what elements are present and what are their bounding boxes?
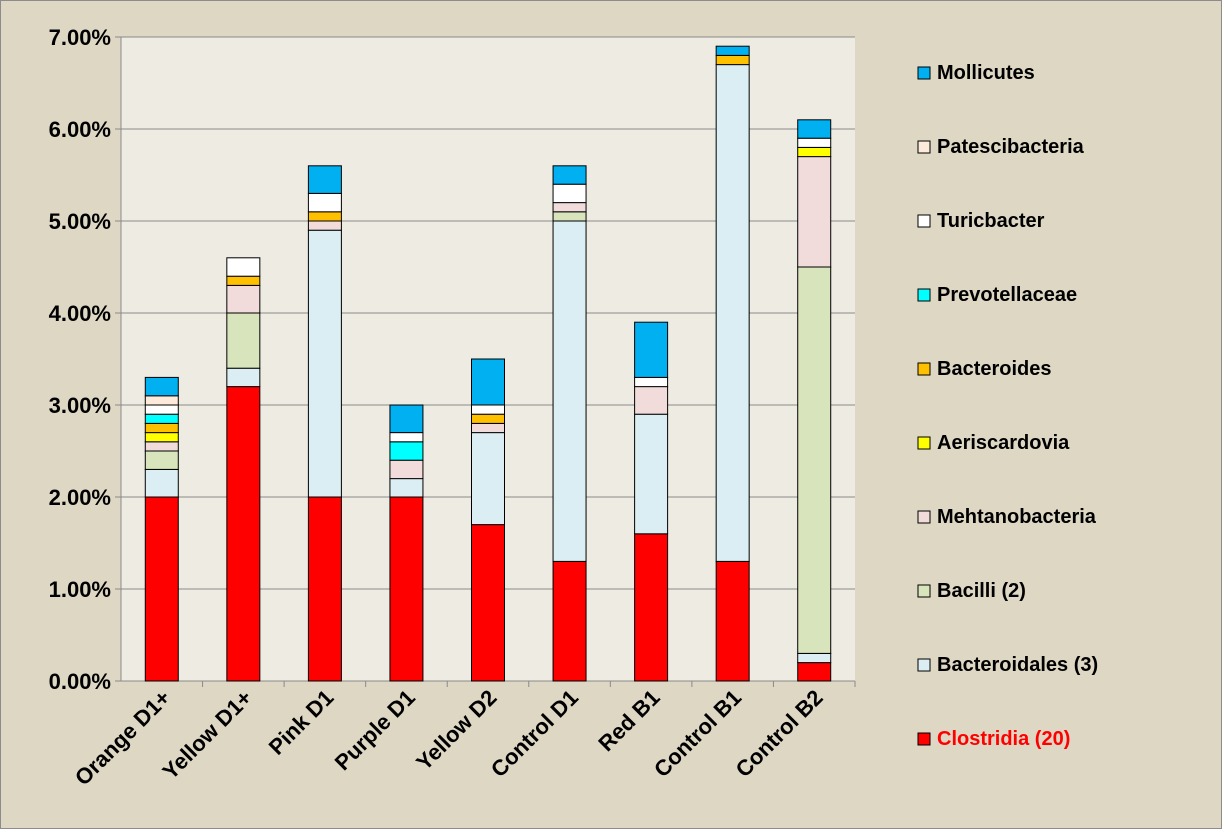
legend-label: Patescibacteria [937, 136, 1085, 158]
x-tick-label: Control B2 [731, 685, 828, 782]
legend-swatch [917, 510, 931, 524]
bar-segment [471, 422, 505, 434]
legend-swatch [917, 584, 931, 598]
bar-segment [144, 395, 179, 406]
bar-segment [307, 192, 342, 213]
legend-swatch [917, 658, 931, 672]
bar-segment [144, 422, 179, 434]
bar-segment [552, 220, 587, 562]
legend-swatch [917, 66, 931, 80]
y-tick-label: 5.00% [49, 209, 111, 234]
bar-segment [797, 266, 832, 654]
legend-swatch [917, 362, 931, 376]
bar-segment [226, 312, 261, 369]
bar-segment [144, 404, 179, 415]
bar-segment [552, 202, 587, 213]
legend-label: Mollicutes [937, 62, 1035, 84]
bar-segment [389, 496, 424, 682]
bar-segment [797, 146, 832, 158]
legend-swatch [917, 214, 931, 228]
legend-swatch [917, 288, 931, 302]
bar-segment [389, 478, 424, 498]
bar-segment [715, 64, 750, 562]
y-tick-label: 4.00% [49, 301, 111, 326]
bar-segment [226, 367, 261, 388]
bar-segment [226, 257, 261, 277]
bar-segment [552, 211, 587, 222]
bar-segment [226, 284, 261, 314]
bar-segment [634, 413, 669, 535]
bar-segment [144, 432, 179, 443]
y-tick-label: 7.00% [49, 25, 111, 50]
bar-segment [797, 662, 832, 682]
x-tick-label: Red B1 [593, 685, 664, 756]
bar-segment [797, 652, 832, 664]
legend-swatch [917, 436, 931, 450]
legend-label: Bacilli (2) [937, 580, 1026, 602]
x-tick-label: Pink D1 [264, 685, 339, 760]
legend-swatch [917, 140, 931, 154]
bar-segment [144, 496, 179, 682]
bar-segment [307, 496, 342, 682]
bar-segment [715, 45, 750, 56]
x-tick-label: Purple D1 [330, 685, 420, 775]
bar-segment [307, 220, 342, 231]
legend-label: Turicbacter [937, 210, 1045, 232]
bar-segment [634, 376, 669, 388]
bar-segment [307, 229, 342, 498]
bar-segment [797, 119, 832, 139]
bar-segment [552, 560, 587, 682]
bar-segment [144, 413, 179, 424]
bar-segment [634, 386, 669, 415]
bar-segment [226, 275, 261, 286]
bar-segment [552, 165, 587, 185]
bar-segment [144, 376, 179, 397]
x-tick-label: Control D1 [486, 685, 583, 782]
x-tick-label: Control B1 [649, 685, 746, 782]
legend-swatch [917, 732, 931, 746]
bar-segment [715, 560, 750, 682]
bar-segment [552, 183, 587, 204]
legend-label: Bacteroidales (3) [937, 654, 1098, 676]
legend-label: Bacteroides [937, 358, 1052, 380]
bar-segment [307, 211, 342, 222]
bar-segment [389, 441, 424, 461]
y-tick-label: 2.00% [49, 485, 111, 510]
bar-segment [389, 432, 424, 443]
bar-segment [144, 441, 179, 452]
bar-segment [226, 386, 261, 682]
bar-segment [389, 404, 424, 434]
legend-label: Prevotellaceae [937, 284, 1077, 306]
legend-label: Clostridia (20) [937, 728, 1070, 750]
y-tick-label: 1.00% [49, 577, 111, 602]
y-tick-label: 0.00% [49, 669, 111, 694]
y-tick-label: 6.00% [49, 117, 111, 142]
bar-segment [471, 432, 505, 526]
bar-segment [471, 413, 505, 424]
bar-segment [797, 137, 832, 148]
bar-segment [389, 459, 424, 480]
bar-segment [144, 468, 179, 498]
bar-segment [307, 165, 342, 194]
y-tick-label: 3.00% [49, 393, 111, 418]
bar-segment [634, 321, 669, 378]
legend-label: Mehtanobacteria [937, 506, 1097, 528]
bar-segment [797, 156, 832, 268]
legend-label: Aeriscardovia [937, 432, 1070, 454]
bar-segment [471, 358, 505, 406]
x-tick-label: Orange D1+ [70, 685, 175, 790]
bar-segment [471, 404, 505, 415]
bar-segment [634, 533, 669, 682]
bar-segment [471, 524, 505, 682]
bar-segment [144, 450, 179, 470]
bar-segment [715, 54, 750, 66]
